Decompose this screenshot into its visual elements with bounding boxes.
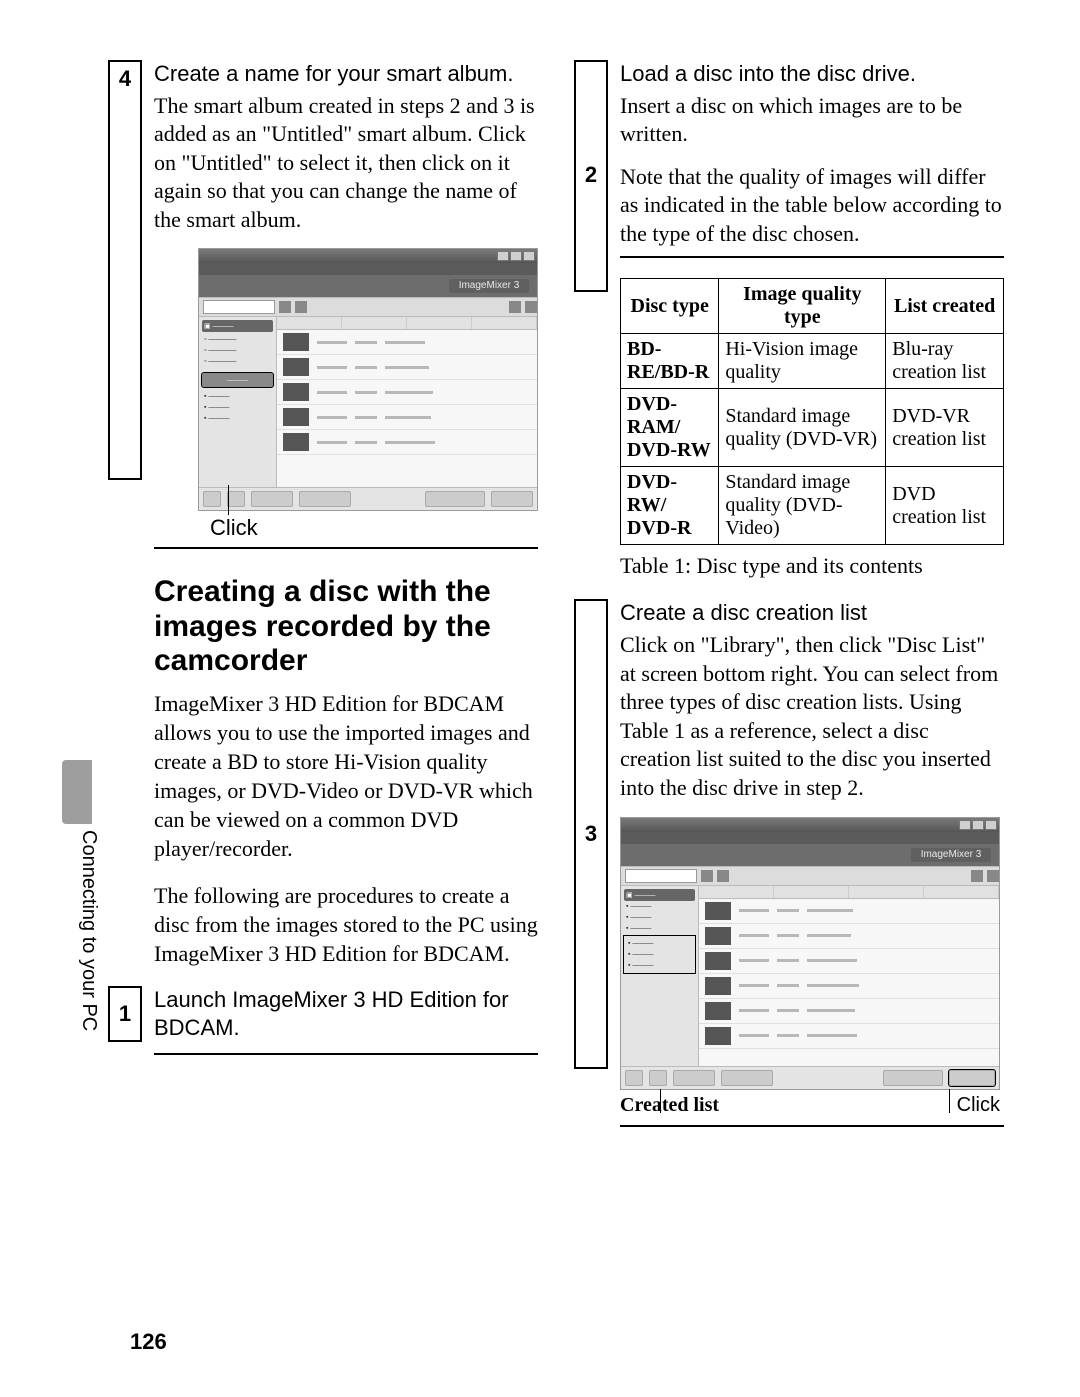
step-4-number-box: 4 (108, 60, 142, 480)
cell-disctype: BD-RE/BD-R (621, 334, 719, 389)
shot2-brand: ImageMixer 3 (911, 848, 991, 862)
manual-page: Connecting to your PC 126 4 Create a nam… (0, 0, 1080, 1397)
step-2-number-box: 2 (574, 60, 608, 292)
step-4: 4 Create a name for your smart album. Th… (154, 60, 538, 549)
table-row: BD-RE/BD-R Hi-Vision image quality Blu-r… (621, 334, 1004, 389)
cell-list: DVD-VR creation list (886, 389, 1004, 467)
shot1-sidebar: ▣ ——— ▫ ———— ▫ ———— ▫ ———— ——— ▪ ——— ▪ —… (199, 317, 277, 487)
cell-disctype: DVD-RAM/ DVD-RW (621, 389, 719, 467)
table-row: DVD-RW/ DVD-R Standard image quality (DV… (621, 467, 1004, 545)
table-header-3: List created (886, 279, 1004, 334)
step-3: 3 Create a disc creation list Click on "… (620, 599, 1004, 1126)
cell-disctype: DVD-RW/ DVD-R (621, 467, 719, 545)
intro-paragraph-2: The following are procedures to create a… (154, 881, 538, 968)
step-1: 1 Launch ImageMixer 3 HD Edition for BDC… (154, 986, 538, 1055)
cell-list: DVD creation list (886, 467, 1004, 545)
two-column-layout: 4 Create a name for your smart album. Th… (108, 60, 1020, 1147)
intro-paragraph-1: ImageMixer 3 HD Edition for BDCAM allows… (154, 689, 538, 863)
table-caption: Table 1: Disc type and its contents (620, 553, 1004, 579)
shot1-highlighted-item: ——— (202, 373, 273, 387)
shot1-list (277, 317, 537, 487)
screenshot-imagemixer-1: ImageMixer 3 ▣ ——— ▫ ———— ▫ ———— ▫ ———— … (198, 248, 538, 511)
step-4-heading: Create a name for your smart album. (154, 60, 538, 88)
shot1-brandrow: ImageMixer 3 (199, 275, 537, 297)
shot1-caption: Click (210, 515, 538, 541)
table-header-row: Disc type Image quality type List create… (621, 279, 1004, 334)
shot1-menubar (199, 263, 537, 275)
shot2-highlighted-button (949, 1070, 995, 1086)
step-3-number-box: 3 (574, 599, 608, 1069)
shot1-toolbar (199, 297, 537, 317)
shot2-caption-left: Created list (620, 1094, 719, 1117)
step-2-number: 2 (585, 162, 597, 188)
side-tab (62, 760, 92, 824)
shot2-sidebar: ▣ ——— ▪ ——— ▪ ——— ▪ ——— ▪ ——— ▪ ——— ▪ ——… (621, 886, 699, 1066)
step-4-text: The smart album created in steps 2 and 3… (154, 92, 538, 235)
cell-list: Blu-ray creation list (886, 334, 1004, 389)
right-column: 2 Load a disc into the disc drive. Inser… (574, 60, 1004, 1147)
table-header-2: Image quality type (719, 279, 886, 334)
shot1-brand: ImageMixer 3 (449, 279, 529, 293)
shot1-caption-text: Click (210, 515, 258, 540)
screenshot-imagemixer-2: ImageMixer 3 ▣ ——— ▪ ——— ▪ ——— ▪ ——— (620, 817, 1000, 1090)
step-2-text-2: Note that the quality of images will dif… (620, 163, 1004, 249)
section-heading: Creating a disc with the images recorded… (154, 575, 538, 679)
shot2-titlebar (621, 818, 999, 832)
step-2-text-1: Insert a disc on which images are to be … (620, 92, 1004, 149)
table-row: DVD-RAM/ DVD-RW Standard image quality (… (621, 389, 1004, 467)
step-2-heading: Load a disc into the disc drive. (620, 60, 1004, 88)
side-label: Connecting to your PC (77, 830, 100, 1031)
step-3-heading: Create a disc creation list (620, 599, 1004, 627)
table-header-1: Disc type (621, 279, 719, 334)
left-column: 4 Create a name for your smart album. Th… (108, 60, 538, 1147)
step-4-number: 4 (119, 66, 131, 92)
cell-quality: Standard image quality (DVD-VR) (719, 389, 886, 467)
cell-quality: Hi-Vision image quality (719, 334, 886, 389)
step-1-number: 1 (119, 1001, 131, 1027)
step-3-text: Click on "Library", then click "Disc Lis… (620, 631, 1004, 803)
step-2: 2 Load a disc into the disc drive. Inser… (620, 60, 1004, 258)
shot1-titlebar (199, 249, 537, 263)
disc-type-table: Disc type Image quality type List create… (620, 278, 1004, 545)
step-1-heading: Launch ImageMixer 3 HD Edition for BDCAM… (154, 986, 538, 1041)
page-number: 126 (130, 1329, 167, 1355)
shot1-statusbar (199, 487, 537, 510)
step-3-number: 3 (585, 821, 597, 847)
cell-quality: Standard image quality (DVD-Video) (719, 467, 886, 545)
shot2-caption-right: Click (957, 1094, 1000, 1117)
step-1-number-box: 1 (108, 986, 142, 1042)
